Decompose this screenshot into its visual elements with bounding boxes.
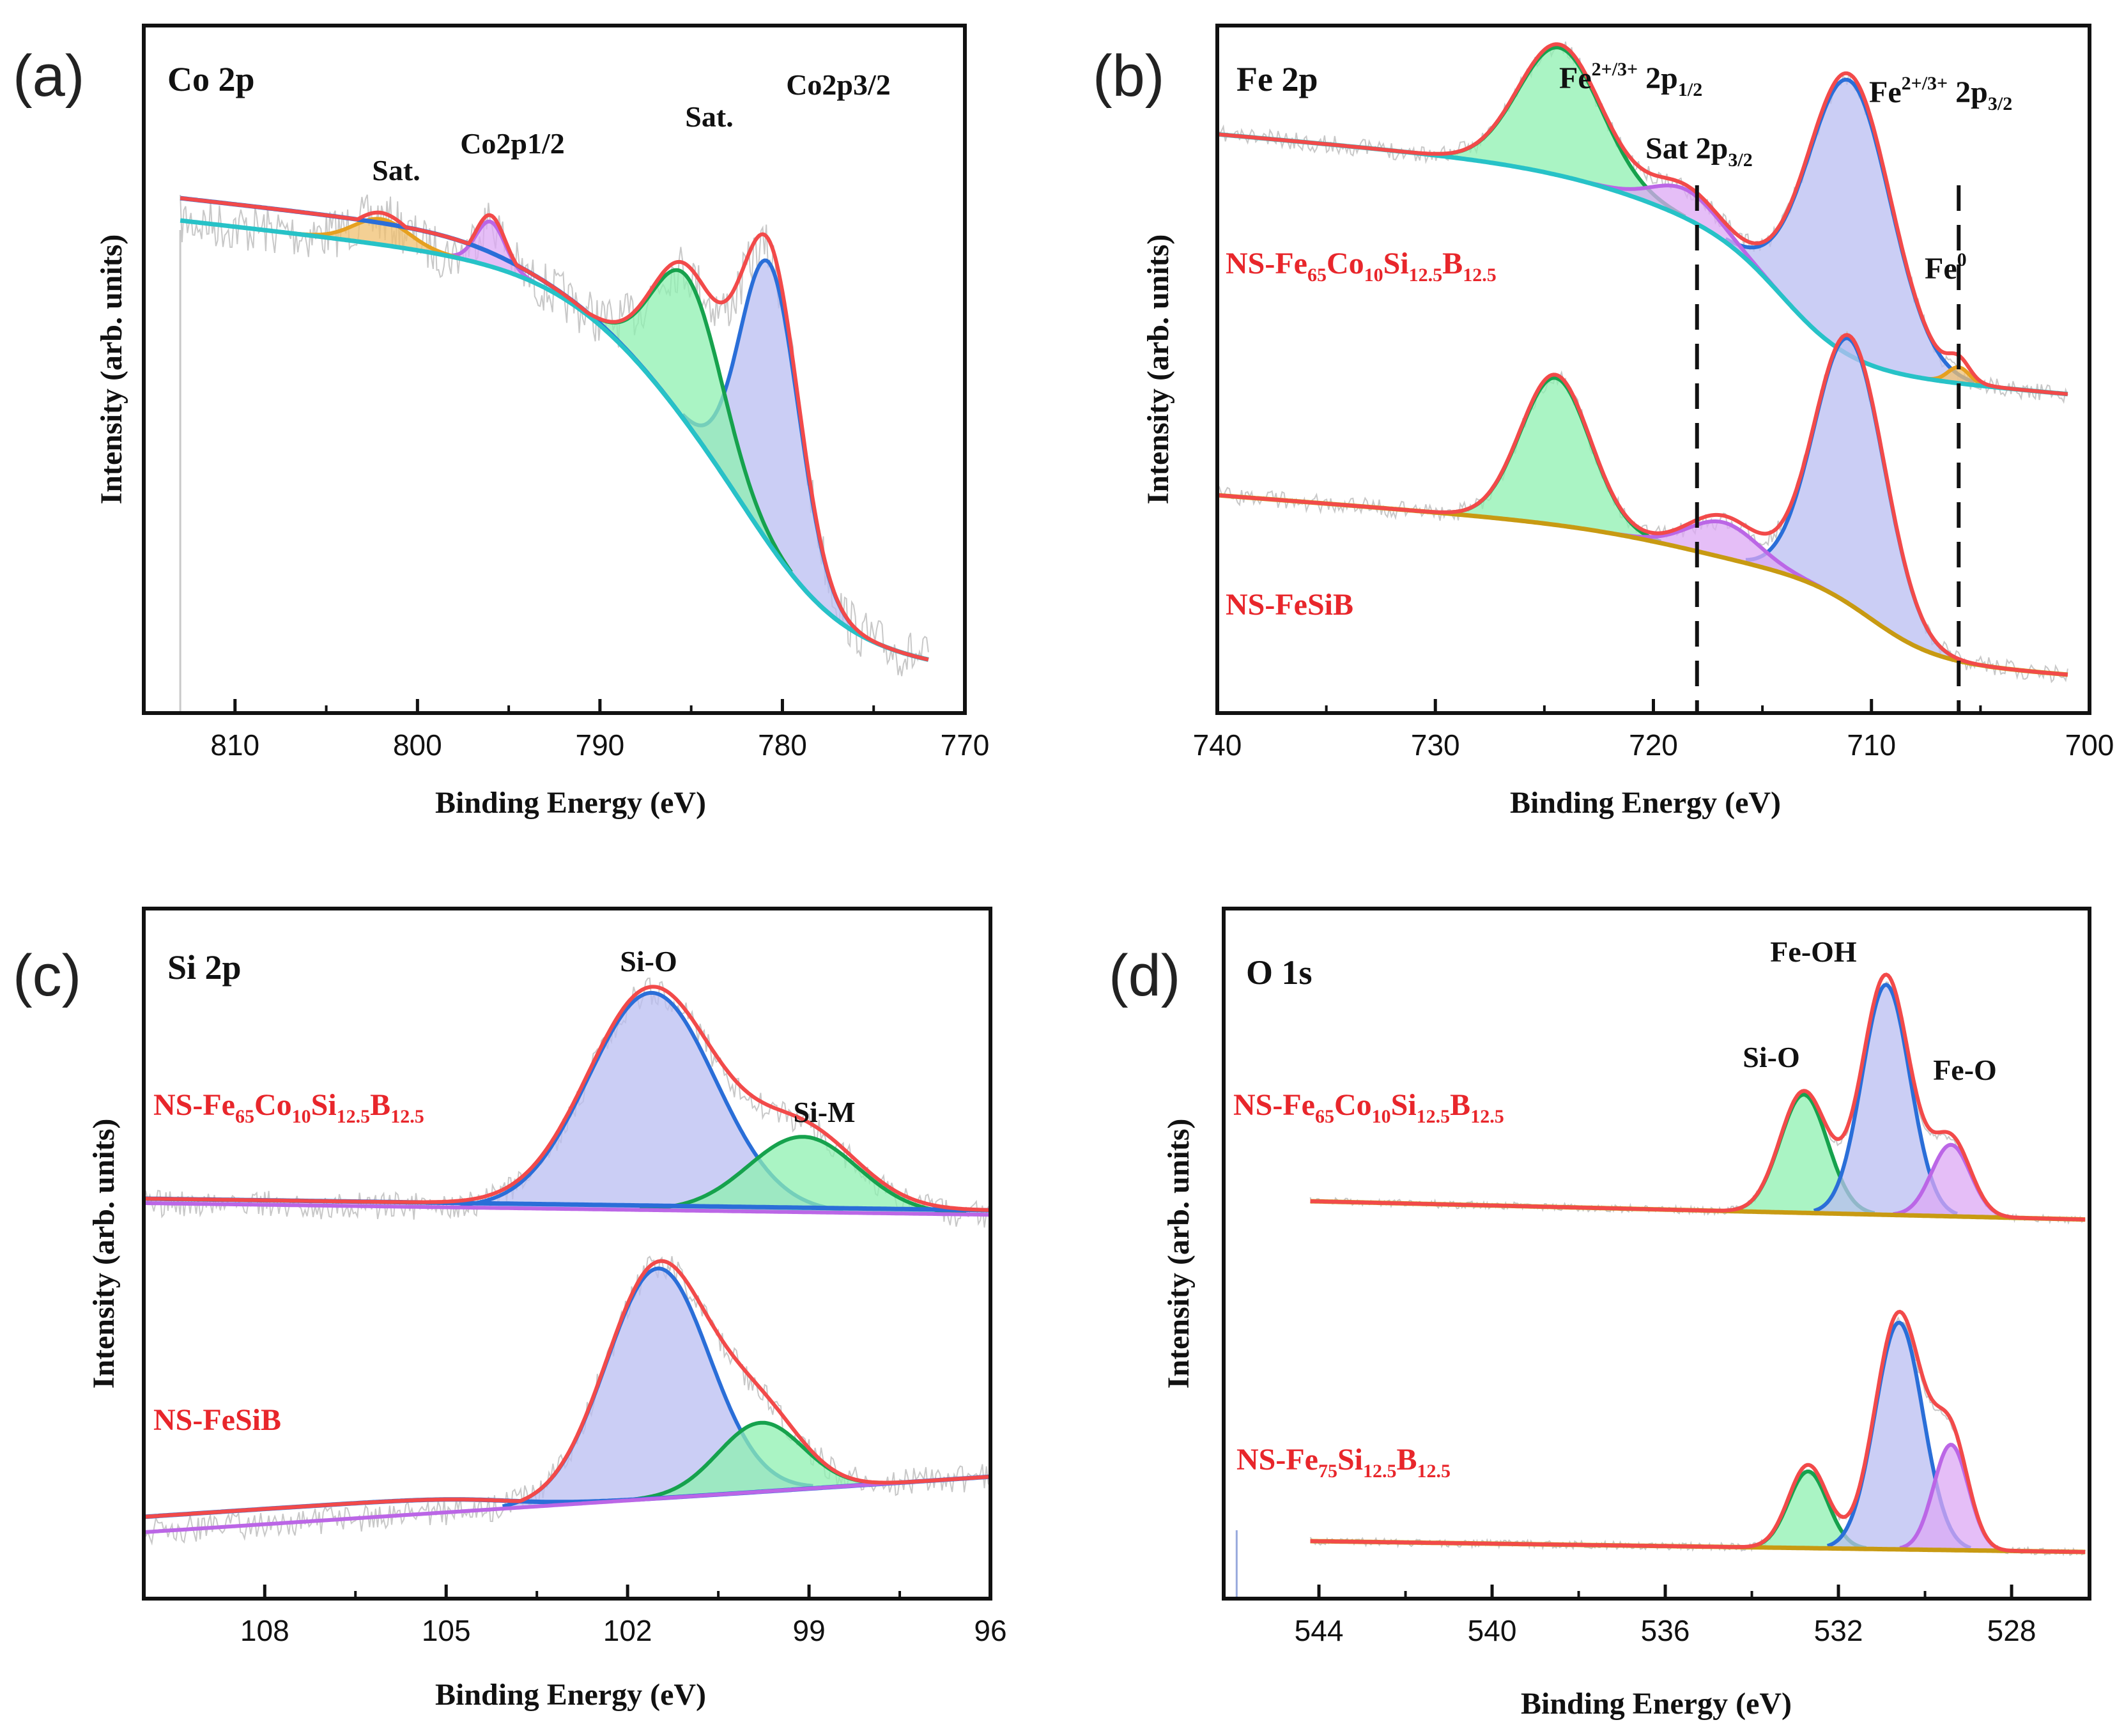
panel-c-xlabel: Binding Energy (eV) (435, 1678, 706, 1712)
panel-c-label: (c) (13, 943, 81, 1008)
panel-b-xlabel: Binding Energy (eV) (1510, 786, 1781, 820)
panel-c-annot-sim: Si-M (793, 1096, 855, 1128)
panel-c-ticks: 108 105 102 99 96 (240, 1585, 1007, 1647)
panel-a-xlabel: Binding Energy (eV) (435, 786, 706, 820)
panel-d-ylabel: Intensity (arb. units) (1162, 1119, 1196, 1389)
x-tick-label-532: 532 (1814, 1614, 1863, 1647)
bottom-envelope-line (143, 1259, 991, 1519)
top-fe2p12-component-fill (1434, 47, 1685, 218)
panel-c-frame (142, 907, 992, 1601)
top-envelope-line (1310, 972, 2086, 1222)
top-sim-component-fill (640, 1137, 967, 1215)
x-tick-label-102: 102 (603, 1614, 652, 1647)
panel-b-plot (1217, 42, 2068, 713)
bottom-envelope-line (1310, 1309, 2086, 1554)
panel-d-sample-1: NS-Fe65Co10Si12.5B12.5 (1233, 1088, 1504, 1127)
panel-b-label: (b) (1093, 43, 1164, 109)
panel-d-label: (d) (1109, 943, 1180, 1008)
top-background-line (144, 1201, 990, 1217)
panel-a-annot-sat-2: Sat. (685, 100, 733, 133)
panel-d-xlabel: Binding Energy (eV) (1521, 1687, 1792, 1721)
bottom-sat-component-line (1617, 519, 1830, 594)
panel-b-peak-sat: Sat 2p3/2 (1645, 132, 1753, 171)
top-feoh-component-fill (1813, 985, 1957, 1217)
bottom-sio-component-fill (1750, 1471, 1867, 1549)
panel-b-sample-2: NS-FeSiB (1226, 588, 1353, 622)
panel-b-ticks: 740 730 720 710 700 (1193, 699, 2114, 762)
panel-a-ylabel: Intensity (arb. units) (95, 234, 128, 505)
panel-d-plot (1235, 972, 2086, 1599)
x-tick-label-790: 790 (576, 728, 625, 762)
x-tick-label-710: 710 (1847, 728, 1896, 762)
envelope-line (180, 196, 929, 662)
x-tick-label-770: 770 (941, 728, 990, 762)
top-sim-component-line (640, 1135, 967, 1216)
panel-c-sample-1: NS-Fe65Co10Si12.5B12.5 (153, 1088, 424, 1127)
x-tick-label-730: 730 (1411, 728, 1460, 762)
bottom-fe2p32-component-fill (1746, 338, 1955, 660)
x-tick-label-810: 810 (210, 728, 259, 762)
x-tick-label-540: 540 (1468, 1614, 1517, 1647)
top-sat-component-line (1587, 180, 1786, 300)
panel-d-ticks: 544 540 536 532 528 (1295, 1585, 2036, 1647)
panel-d-annot-sio: Si-O (1743, 1041, 1799, 1073)
background-line (180, 218, 929, 662)
bottom-fe2p12-component-fill (1450, 378, 1661, 543)
x-tick-label-720: 720 (1629, 728, 1678, 762)
panel-d-frame (1222, 907, 2091, 1601)
x-tick-label-99: 99 (792, 1614, 825, 1647)
x-tick-label-108: 108 (240, 1614, 289, 1647)
top-envelope-line (144, 985, 991, 1212)
panel-d-title: O 1s (1246, 953, 1313, 992)
panel-d: 544 540 536 532 528 (d) O 1s Fe-OH Si-O Fe-O… (1109, 907, 2091, 1721)
x-tick-label-105: 105 (422, 1614, 471, 1647)
panel-a-title: Co 2p (167, 60, 255, 98)
x-tick-label-536: 536 (1641, 1614, 1690, 1647)
x-tick-label-528: 528 (1987, 1614, 2036, 1647)
x-tick-label-544: 544 (1295, 1614, 1344, 1647)
panel-b-sample-1: NS-Fe65Co10Si12.5B12.5 (1226, 247, 1497, 286)
top-feo-component-fill (1893, 1144, 2010, 1218)
panel-b: 740 730 720 710 700 (b) Fe 2p Fe2+/3+ 2p1/2 … (1093, 24, 2114, 820)
panel-d-annot-feo: Fe-O (1933, 1054, 1997, 1086)
panel-a-frame (142, 24, 967, 715)
top-envelope-line (1217, 42, 2068, 396)
co2p12-component-line (447, 219, 536, 284)
top-sat-component-fill (1587, 182, 1785, 299)
bottom-background-line (143, 1475, 991, 1534)
panel-a-annot-sat-1: Sat. (372, 154, 420, 187)
panel-c-plot (143, 977, 991, 1546)
panel-c-ylabel: Intensity (arb. units) (87, 1119, 121, 1389)
x-tick-label-700: 700 (2065, 728, 2114, 762)
x-tick-label-800: 800 (393, 728, 442, 762)
panel-c-sample-2: NS-FeSiB (153, 1403, 281, 1437)
bottom-feo-component-fill (1900, 1445, 2003, 1551)
x-tick-label-780: 780 (758, 728, 807, 762)
panel-a-annot-co2p12: Co2p1/2 (460, 127, 565, 160)
top-fe2p32-component-fill (1725, 79, 1975, 385)
panel-d-sample-2: NS-Fe75Si12.5B12.5 (1236, 1443, 1451, 1482)
panel-a-annot-co2p32: Co2p3/2 (786, 68, 891, 101)
panel-b-peak-fe-2p12: Fe2+/3+ 2p1/2 (1559, 59, 1702, 100)
panel-c-annot-sio: Si-O (620, 945, 677, 978)
panel-a-label: (a) (13, 43, 84, 109)
panel-c-title: Si 2p (167, 948, 242, 987)
bottom-sim-component-fill (633, 1422, 888, 1500)
co2p32-component-fill (682, 260, 858, 634)
panel-a: 810 800 790 780 770 (a) Co 2p Sat. Co2p1/2 S… (13, 24, 989, 820)
panel-a-ticks: 810 800 790 780 770 (210, 699, 989, 762)
panel-b-peak-fe-2p32: Fe2+/3+ 2p3/2 (1869, 73, 2012, 114)
panel-b-peak-fe0: Fe0 (1925, 249, 1967, 286)
panel-b-ylabel: Intensity (arb. units) (1141, 234, 1175, 505)
panel-b-title: Fe 2p (1236, 60, 1318, 98)
x-tick-label-740: 740 (1193, 728, 1242, 762)
panel-d-annot-feoh: Fe-OH (1770, 935, 1857, 968)
top-sio-component-fill (460, 992, 843, 1213)
x-tick-label-96: 96 (974, 1614, 1006, 1647)
bottom-envelope-line (1217, 333, 2068, 677)
panel-c: 108 105 102 99 96 (c) Si 2p Si-O Si-M NS-Fe6… (13, 907, 1007, 1712)
panel-a-plot (179, 194, 929, 713)
sat-802-component-line (299, 217, 465, 261)
